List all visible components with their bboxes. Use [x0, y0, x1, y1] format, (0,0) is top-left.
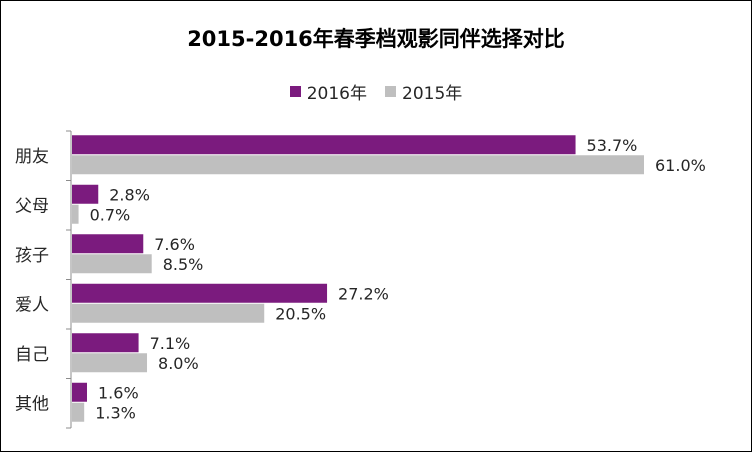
category-label: 朋友 — [15, 147, 49, 167]
data-label: 1.6% — [98, 383, 139, 402]
category-label: 自己 — [15, 345, 49, 365]
legend-label-2016: 2016年 — [306, 84, 367, 104]
bar-2016 — [72, 135, 576, 155]
data-label: 8.5% — [163, 255, 204, 274]
data-label: 61.0% — [655, 156, 706, 175]
bar-2016 — [72, 283, 328, 303]
data-label: 7.6% — [154, 235, 195, 254]
legend-swatch-2015 — [385, 86, 396, 97]
data-label: 1.3% — [95, 403, 136, 422]
category-label: 父母 — [15, 196, 49, 216]
bar-2015 — [72, 254, 152, 274]
bar-2016 — [72, 234, 144, 254]
chart-title: 2015-2016年春季档观影同伴选择对比 — [187, 27, 565, 51]
bar-2015 — [72, 402, 85, 422]
legend-label-2015: 2015年 — [402, 84, 463, 104]
data-label: 0.7% — [90, 205, 131, 224]
bar-2015 — [72, 303, 265, 323]
data-label: 2.8% — [109, 185, 150, 204]
category-label: 其他 — [15, 394, 49, 414]
bar-2016 — [72, 382, 88, 402]
category-label: 爱人 — [15, 295, 49, 315]
legend-item-2016: 2016年 — [289, 79, 367, 104]
bar-2016 — [72, 184, 99, 204]
bar-2016 — [72, 333, 139, 353]
category-label: 孩子 — [15, 246, 49, 266]
data-label: 27.2% — [338, 284, 389, 303]
bar-2015 — [72, 353, 148, 373]
legend-item-2015: 2015年 — [385, 79, 462, 104]
bar-2015 — [72, 155, 644, 175]
data-label: 8.0% — [158, 354, 199, 373]
data-label: 53.7% — [587, 136, 638, 155]
chart-legend: 2016年 2015年 — [1, 79, 751, 104]
bar-2015 — [72, 204, 79, 224]
data-label: 20.5% — [275, 304, 326, 323]
data-label: 7.1% — [150, 334, 191, 353]
legend-swatch-2016 — [289, 86, 301, 97]
